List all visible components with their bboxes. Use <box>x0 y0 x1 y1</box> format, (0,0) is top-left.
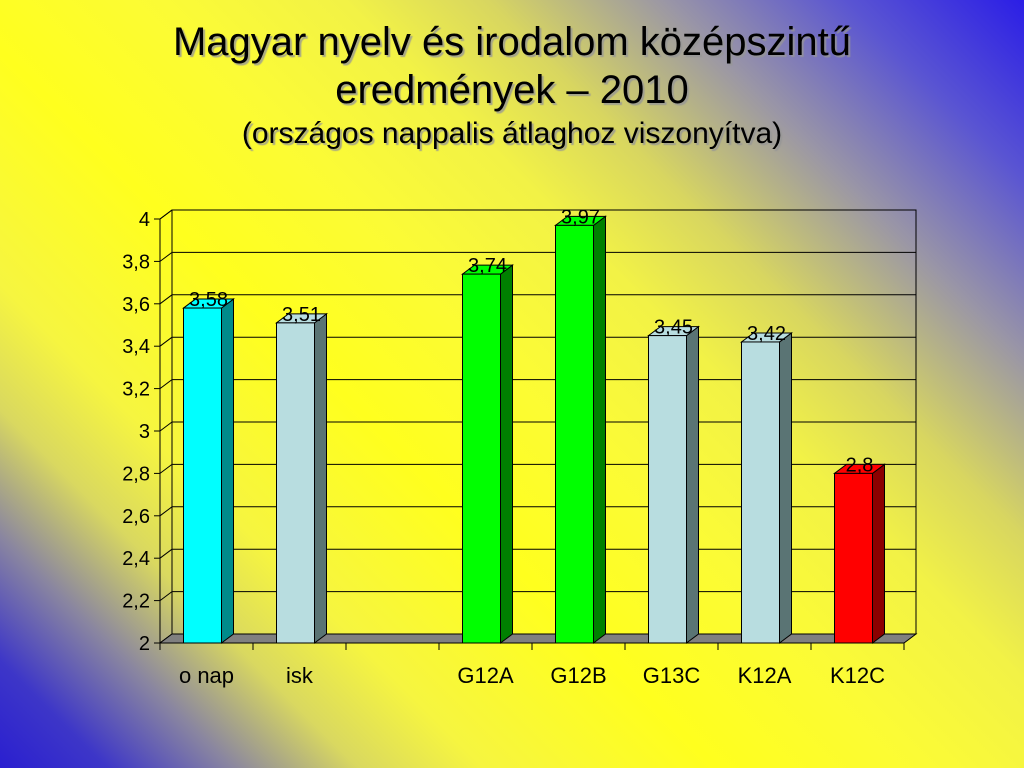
y-tick-label: 3,6 <box>122 294 150 316</box>
bar <box>648 335 687 644</box>
data-label: 3,45 <box>654 317 693 339</box>
x-tick-label: K12A <box>738 663 792 688</box>
gridline-side <box>159 591 173 601</box>
y-tick-label: 2,8 <box>122 463 150 485</box>
bar <box>741 341 780 644</box>
bar <box>183 307 222 644</box>
bar-side <box>221 298 234 644</box>
gridline-side <box>159 251 173 262</box>
slide-title-line1: Magyar nyelv és irodalom középszintű <box>172 20 852 64</box>
x-tick-label: isk <box>286 663 314 688</box>
gridline-side <box>159 506 173 517</box>
data-label: 3,97 <box>561 206 600 228</box>
bar-side <box>593 215 606 644</box>
gridline-side <box>159 548 173 559</box>
data-label: 3,58 <box>189 289 228 311</box>
x-tick-label: o nap <box>179 663 234 688</box>
bar-side <box>314 312 327 644</box>
bar <box>462 273 501 644</box>
bar-side <box>500 264 513 644</box>
gridline-side <box>159 463 173 474</box>
x-tick-label: G12B <box>550 663 606 688</box>
y-tick-label: 3,8 <box>122 251 150 273</box>
y-tick-label: 4 <box>139 209 150 231</box>
slide-title-line2: eredmények – 2010 <box>335 68 689 112</box>
y-tick-label: 2,6 <box>122 506 150 528</box>
data-label: 2,8 <box>846 454 874 476</box>
data-label: 3,74 <box>468 255 507 277</box>
x-tick-label: G13C <box>643 663 701 688</box>
slide-title: Magyar nyelv és irodalom középszintű ere… <box>0 18 1024 152</box>
gridline-side <box>159 421 173 432</box>
x-tick-label: K12C <box>830 663 885 688</box>
slide-subtitle: (országos nappalis átlaghoz viszonyítva) <box>241 117 783 150</box>
y-tick-label: 3,2 <box>122 379 150 401</box>
gridline-side <box>159 209 173 220</box>
bar-side <box>686 325 699 644</box>
data-label: 3,42 <box>747 323 786 345</box>
x-tick-label: G12A <box>457 663 514 688</box>
y-tick-label: 2,4 <box>122 548 150 570</box>
bar-side <box>779 331 792 644</box>
bar <box>276 322 315 644</box>
chart-floor <box>158 633 918 644</box>
y-tick-label: 3,4 <box>122 336 150 358</box>
bar <box>555 224 594 644</box>
bar-side <box>872 463 885 644</box>
bar <box>834 472 873 644</box>
gridline-side <box>159 379 173 390</box>
y-tick-label: 3 <box>139 421 150 443</box>
y-tick-label: 2,2 <box>122 591 150 613</box>
gridline-side <box>159 336 173 347</box>
y-tick-label: 2 <box>139 633 150 655</box>
gridline-side <box>159 294 173 305</box>
data-label: 3,51 <box>282 304 321 326</box>
